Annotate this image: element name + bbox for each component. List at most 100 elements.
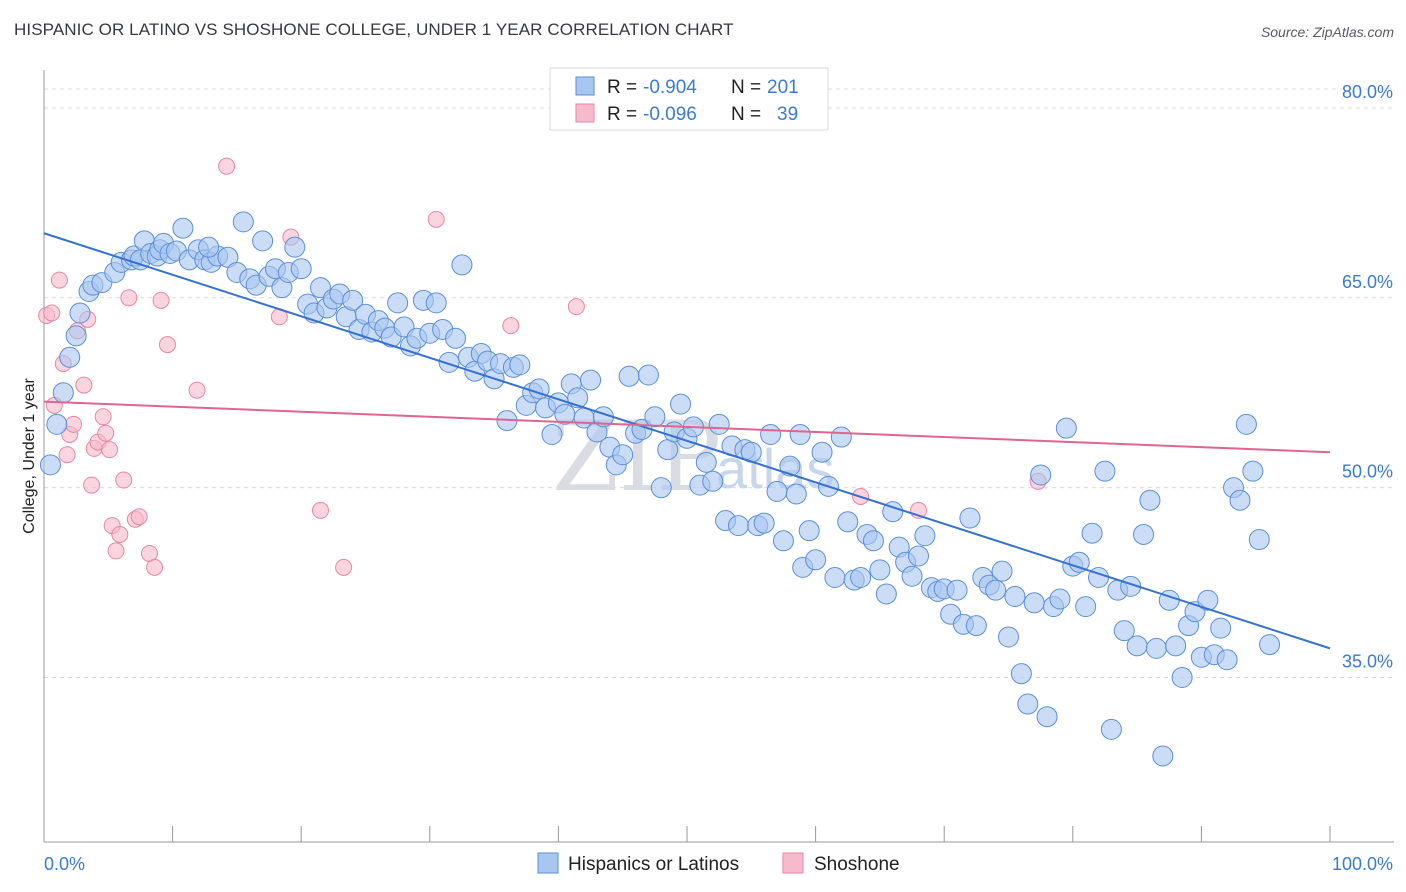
hispanics-point <box>1017 693 1039 715</box>
hispanics-point <box>198 236 220 258</box>
hispanics-point <box>772 530 794 552</box>
shoshone-point <box>158 336 176 354</box>
hispanics-point <box>1216 649 1238 671</box>
y-tick-label: 65.0% <box>1342 272 1393 292</box>
hispanics-point <box>445 327 467 349</box>
legend-n-value-1: 201 <box>767 77 799 98</box>
hispanics-point <box>1165 635 1187 657</box>
shoshone-point <box>120 289 138 307</box>
hispanics-point <box>1152 745 1174 767</box>
hispanics-point <box>830 426 852 448</box>
hispanics-point <box>618 365 640 387</box>
hispanics-point <box>805 549 827 571</box>
legend-r-label-1: R = <box>607 77 637 98</box>
shoshone-point <box>188 381 206 399</box>
hispanics-point <box>232 211 254 233</box>
hispanics-point <box>991 560 1013 582</box>
hispanics-point <box>172 217 194 239</box>
hispanics-point <box>760 423 782 445</box>
hispanics-point <box>1100 718 1122 740</box>
legend-n-label-2: N = <box>731 104 761 125</box>
hispanics-point <box>727 515 749 537</box>
hispanics-point <box>946 579 968 601</box>
hispanics-point <box>59 346 81 368</box>
hispanics-point <box>901 565 923 587</box>
hispanics-point <box>657 439 679 461</box>
shoshone-point <box>218 157 236 175</box>
hispanics-point <box>342 289 364 311</box>
y-tick-label: 50.0% <box>1342 462 1393 482</box>
hispanics-point <box>290 258 312 280</box>
y-tick-labels: 35.0% 50.0% 65.0% 80.0% <box>1342 82 1393 672</box>
hispanics-point <box>789 423 811 445</box>
hispanics-point <box>1197 589 1219 611</box>
hispanics-point <box>1075 596 1097 618</box>
hispanics-point <box>785 483 807 505</box>
hispanics-point <box>425 292 447 314</box>
hispanics-point <box>580 369 602 391</box>
shoshone-point <box>427 210 445 228</box>
bottom-legend-label-shoshone: Shoshone <box>814 854 900 875</box>
hispanics-point <box>438 351 460 373</box>
hispanics-point <box>644 406 666 428</box>
x-tick-label-start: 0.0% <box>44 854 85 874</box>
bottom-legend-label-hispanics: Hispanics or Latinos <box>568 854 739 875</box>
hispanics-point <box>1248 529 1270 551</box>
shoshone-point <box>83 476 101 494</box>
hispanics-point <box>69 302 91 324</box>
hispanics-point <box>811 441 833 463</box>
hispanics-point <box>567 387 589 409</box>
hispanics-point <box>798 520 820 542</box>
hispanics-point <box>387 292 409 314</box>
hispanics-point <box>1242 460 1264 482</box>
legend-swatch-pink <box>575 103 595 123</box>
hispanics-point <box>1010 663 1032 685</box>
hispanics-point <box>1210 617 1232 639</box>
shoshone-point <box>43 304 61 322</box>
hispanics-point <box>1094 460 1116 482</box>
hispanics-point <box>708 413 730 435</box>
hispanics-point <box>284 236 306 258</box>
shoshone-point <box>107 542 125 560</box>
hispanics-point <box>509 354 531 376</box>
shoshone-point <box>111 525 129 543</box>
shoshone-point <box>502 317 520 335</box>
shoshone-point <box>101 441 119 459</box>
hispanics-point <box>869 559 891 581</box>
hispanics-point <box>1049 588 1071 610</box>
x-tick-label-end: 100.0% <box>1332 854 1393 874</box>
hispanics-point <box>1023 592 1045 614</box>
hispanics-point <box>1126 635 1148 657</box>
hispanics-point <box>46 413 68 435</box>
hispanics-point <box>1004 585 1026 607</box>
shoshone-point <box>146 558 164 576</box>
shoshone-point <box>130 508 148 526</box>
hispanics-point <box>837 511 859 533</box>
hispanics-point <box>907 545 929 567</box>
hispanics-point <box>702 470 724 492</box>
hispanics-point <box>1171 666 1193 688</box>
bottom-legend-swatch-shoshone <box>782 852 804 874</box>
hispanics-point <box>612 444 634 466</box>
hispanics-point <box>1113 620 1135 642</box>
y-tick-label: 80.0% <box>1342 82 1393 102</box>
hispanics-point <box>1259 634 1281 656</box>
hispanics-point <box>1139 489 1161 511</box>
shoshone-point <box>567 298 585 316</box>
y-axis-label: College, Under 1 year <box>21 378 38 534</box>
hispanics-point <box>1229 489 1251 511</box>
x-tick-labels: 0.0% 100.0% <box>44 854 1393 874</box>
chart-title: HISPANIC OR LATINO VS SHOSHONE COLLEGE, … <box>14 20 734 39</box>
shoshone-point <box>152 291 170 309</box>
hispanics-point <box>670 393 692 415</box>
hispanics-point <box>862 530 884 552</box>
trend-line-shoshone <box>43 400 1331 454</box>
hispanics-point <box>766 480 788 502</box>
axes <box>43 70 1394 843</box>
hispanics-point <box>753 512 775 534</box>
legend-r-value-1: -0.904 <box>643 77 697 98</box>
hispanics-point <box>1036 706 1058 728</box>
legend-r-value-2: -0.096 <box>643 104 697 125</box>
hispanics-point <box>959 507 981 529</box>
